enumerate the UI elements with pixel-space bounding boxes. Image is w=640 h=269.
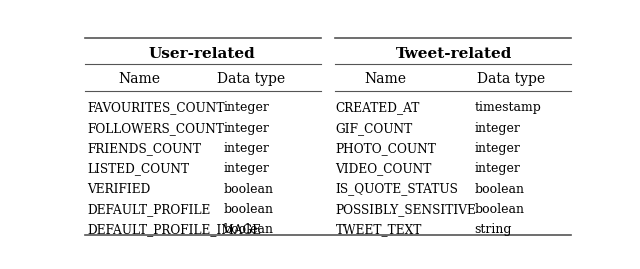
Text: integer: integer (224, 122, 269, 135)
Text: VIDEO_COUNT: VIDEO_COUNT (335, 162, 432, 175)
Text: integer: integer (224, 142, 269, 155)
Text: FAVOURITES_COUNT: FAVOURITES_COUNT (88, 101, 225, 114)
Text: FRIENDS_COUNT: FRIENDS_COUNT (88, 142, 202, 155)
Text: VERIFIED: VERIFIED (88, 183, 151, 196)
Text: Data type: Data type (477, 72, 545, 86)
Text: boolean: boolean (224, 223, 274, 236)
Text: DEFAULT_PROFILE: DEFAULT_PROFILE (88, 203, 211, 216)
Text: DEFAULT_PROFILE_IMAGE: DEFAULT_PROFILE_IMAGE (88, 223, 262, 236)
Text: TWEET_TEXT: TWEET_TEXT (335, 223, 422, 236)
Text: LISTED_COUNT: LISTED_COUNT (88, 162, 189, 175)
Text: timestamp: timestamp (474, 101, 541, 114)
Text: Data type: Data type (217, 72, 285, 86)
Text: User-related: User-related (148, 47, 255, 61)
Text: GIF_COUNT: GIF_COUNT (335, 122, 413, 135)
Text: boolean: boolean (224, 183, 274, 196)
Text: string: string (474, 223, 512, 236)
Text: Name: Name (364, 72, 406, 86)
Text: PHOTO_COUNT: PHOTO_COUNT (335, 142, 436, 155)
Text: integer: integer (474, 142, 520, 155)
Text: integer: integer (224, 162, 269, 175)
Text: FOLLOWERS_COUNT: FOLLOWERS_COUNT (88, 122, 225, 135)
Text: Tweet-related: Tweet-related (396, 47, 513, 61)
Text: integer: integer (224, 101, 269, 114)
Text: boolean: boolean (474, 183, 524, 196)
Text: boolean: boolean (474, 203, 524, 216)
Text: integer: integer (474, 162, 520, 175)
Text: CREATED_AT: CREATED_AT (335, 101, 420, 114)
Text: boolean: boolean (224, 203, 274, 216)
Text: integer: integer (474, 122, 520, 135)
Text: Name: Name (118, 72, 161, 86)
Text: IS_QUOTE_STATUS: IS_QUOTE_STATUS (335, 183, 458, 196)
Text: POSSIBLY_SENSITIVE: POSSIBLY_SENSITIVE (335, 203, 476, 216)
